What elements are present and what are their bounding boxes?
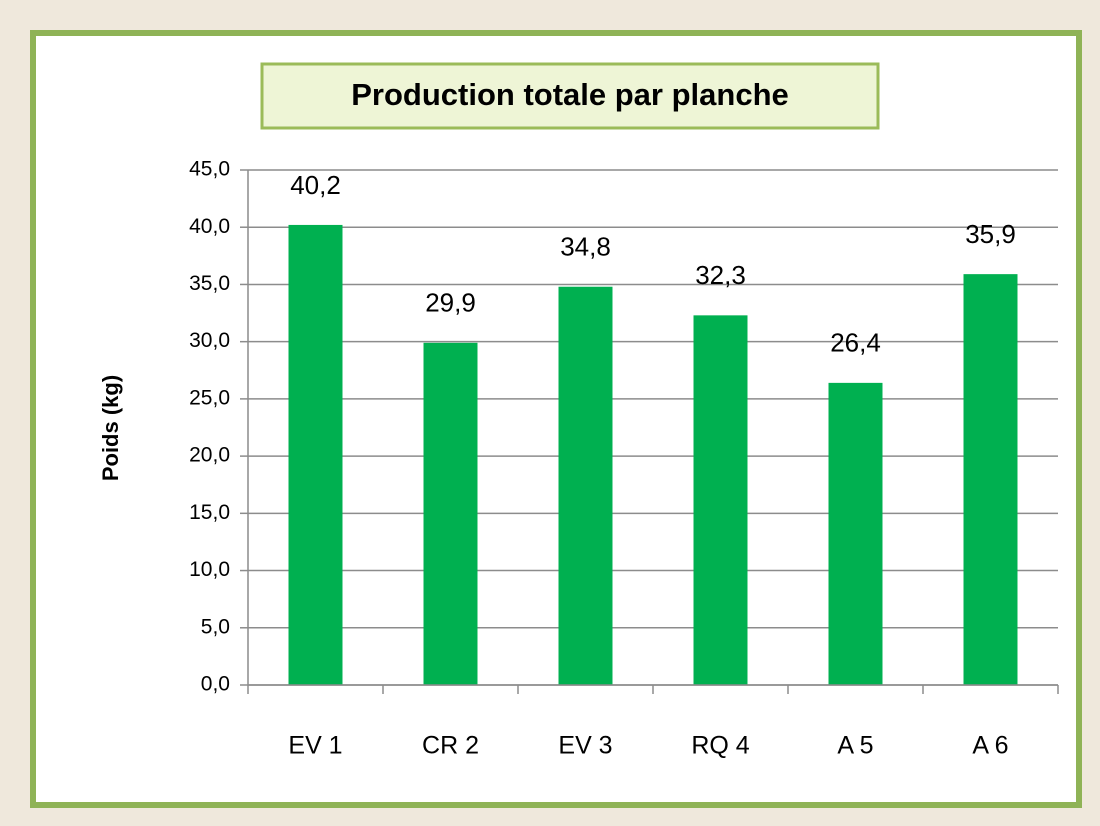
data-label: 34,8 bbox=[560, 232, 611, 262]
y-tick-label: 15,0 bbox=[189, 501, 230, 524]
y-tick-label: 30,0 bbox=[189, 329, 230, 352]
data-label: 29,9 bbox=[425, 288, 476, 318]
x-tick-label: A 6 bbox=[972, 732, 1008, 760]
data-label: 35,9 bbox=[965, 219, 1016, 249]
bar bbox=[693, 315, 748, 685]
bar bbox=[963, 274, 1018, 685]
x-tick-label: RQ 4 bbox=[691, 732, 749, 760]
y-tick-label: 40,0 bbox=[189, 215, 230, 238]
data-label: 40,2 bbox=[290, 170, 341, 200]
y-tick-label: 25,0 bbox=[189, 386, 230, 409]
y-tick-label: 35,0 bbox=[189, 272, 230, 295]
y-tick-label: 0,0 bbox=[201, 673, 230, 696]
title-box bbox=[260, 62, 880, 130]
bar bbox=[288, 224, 343, 685]
chart-frame bbox=[30, 30, 1082, 808]
x-tick-label: CR 2 bbox=[422, 732, 479, 760]
bar bbox=[423, 342, 478, 685]
bar bbox=[558, 286, 613, 685]
x-tick-label: A 5 bbox=[837, 732, 873, 760]
y-axis-title: Poids (kg) bbox=[98, 375, 123, 481]
y-tick-label: 45,0 bbox=[189, 158, 230, 181]
y-tick-label: 10,0 bbox=[189, 558, 230, 581]
data-label: 32,3 bbox=[695, 260, 746, 290]
x-tick-label: EV 3 bbox=[558, 732, 612, 760]
chart-title: Production totale par planche bbox=[351, 77, 789, 112]
y-tick-label: 5,0 bbox=[201, 615, 230, 638]
x-tick-label: EV 1 bbox=[288, 732, 342, 760]
data-label: 26,4 bbox=[830, 328, 881, 358]
y-tick-label: 20,0 bbox=[189, 444, 230, 467]
bar bbox=[828, 382, 883, 685]
